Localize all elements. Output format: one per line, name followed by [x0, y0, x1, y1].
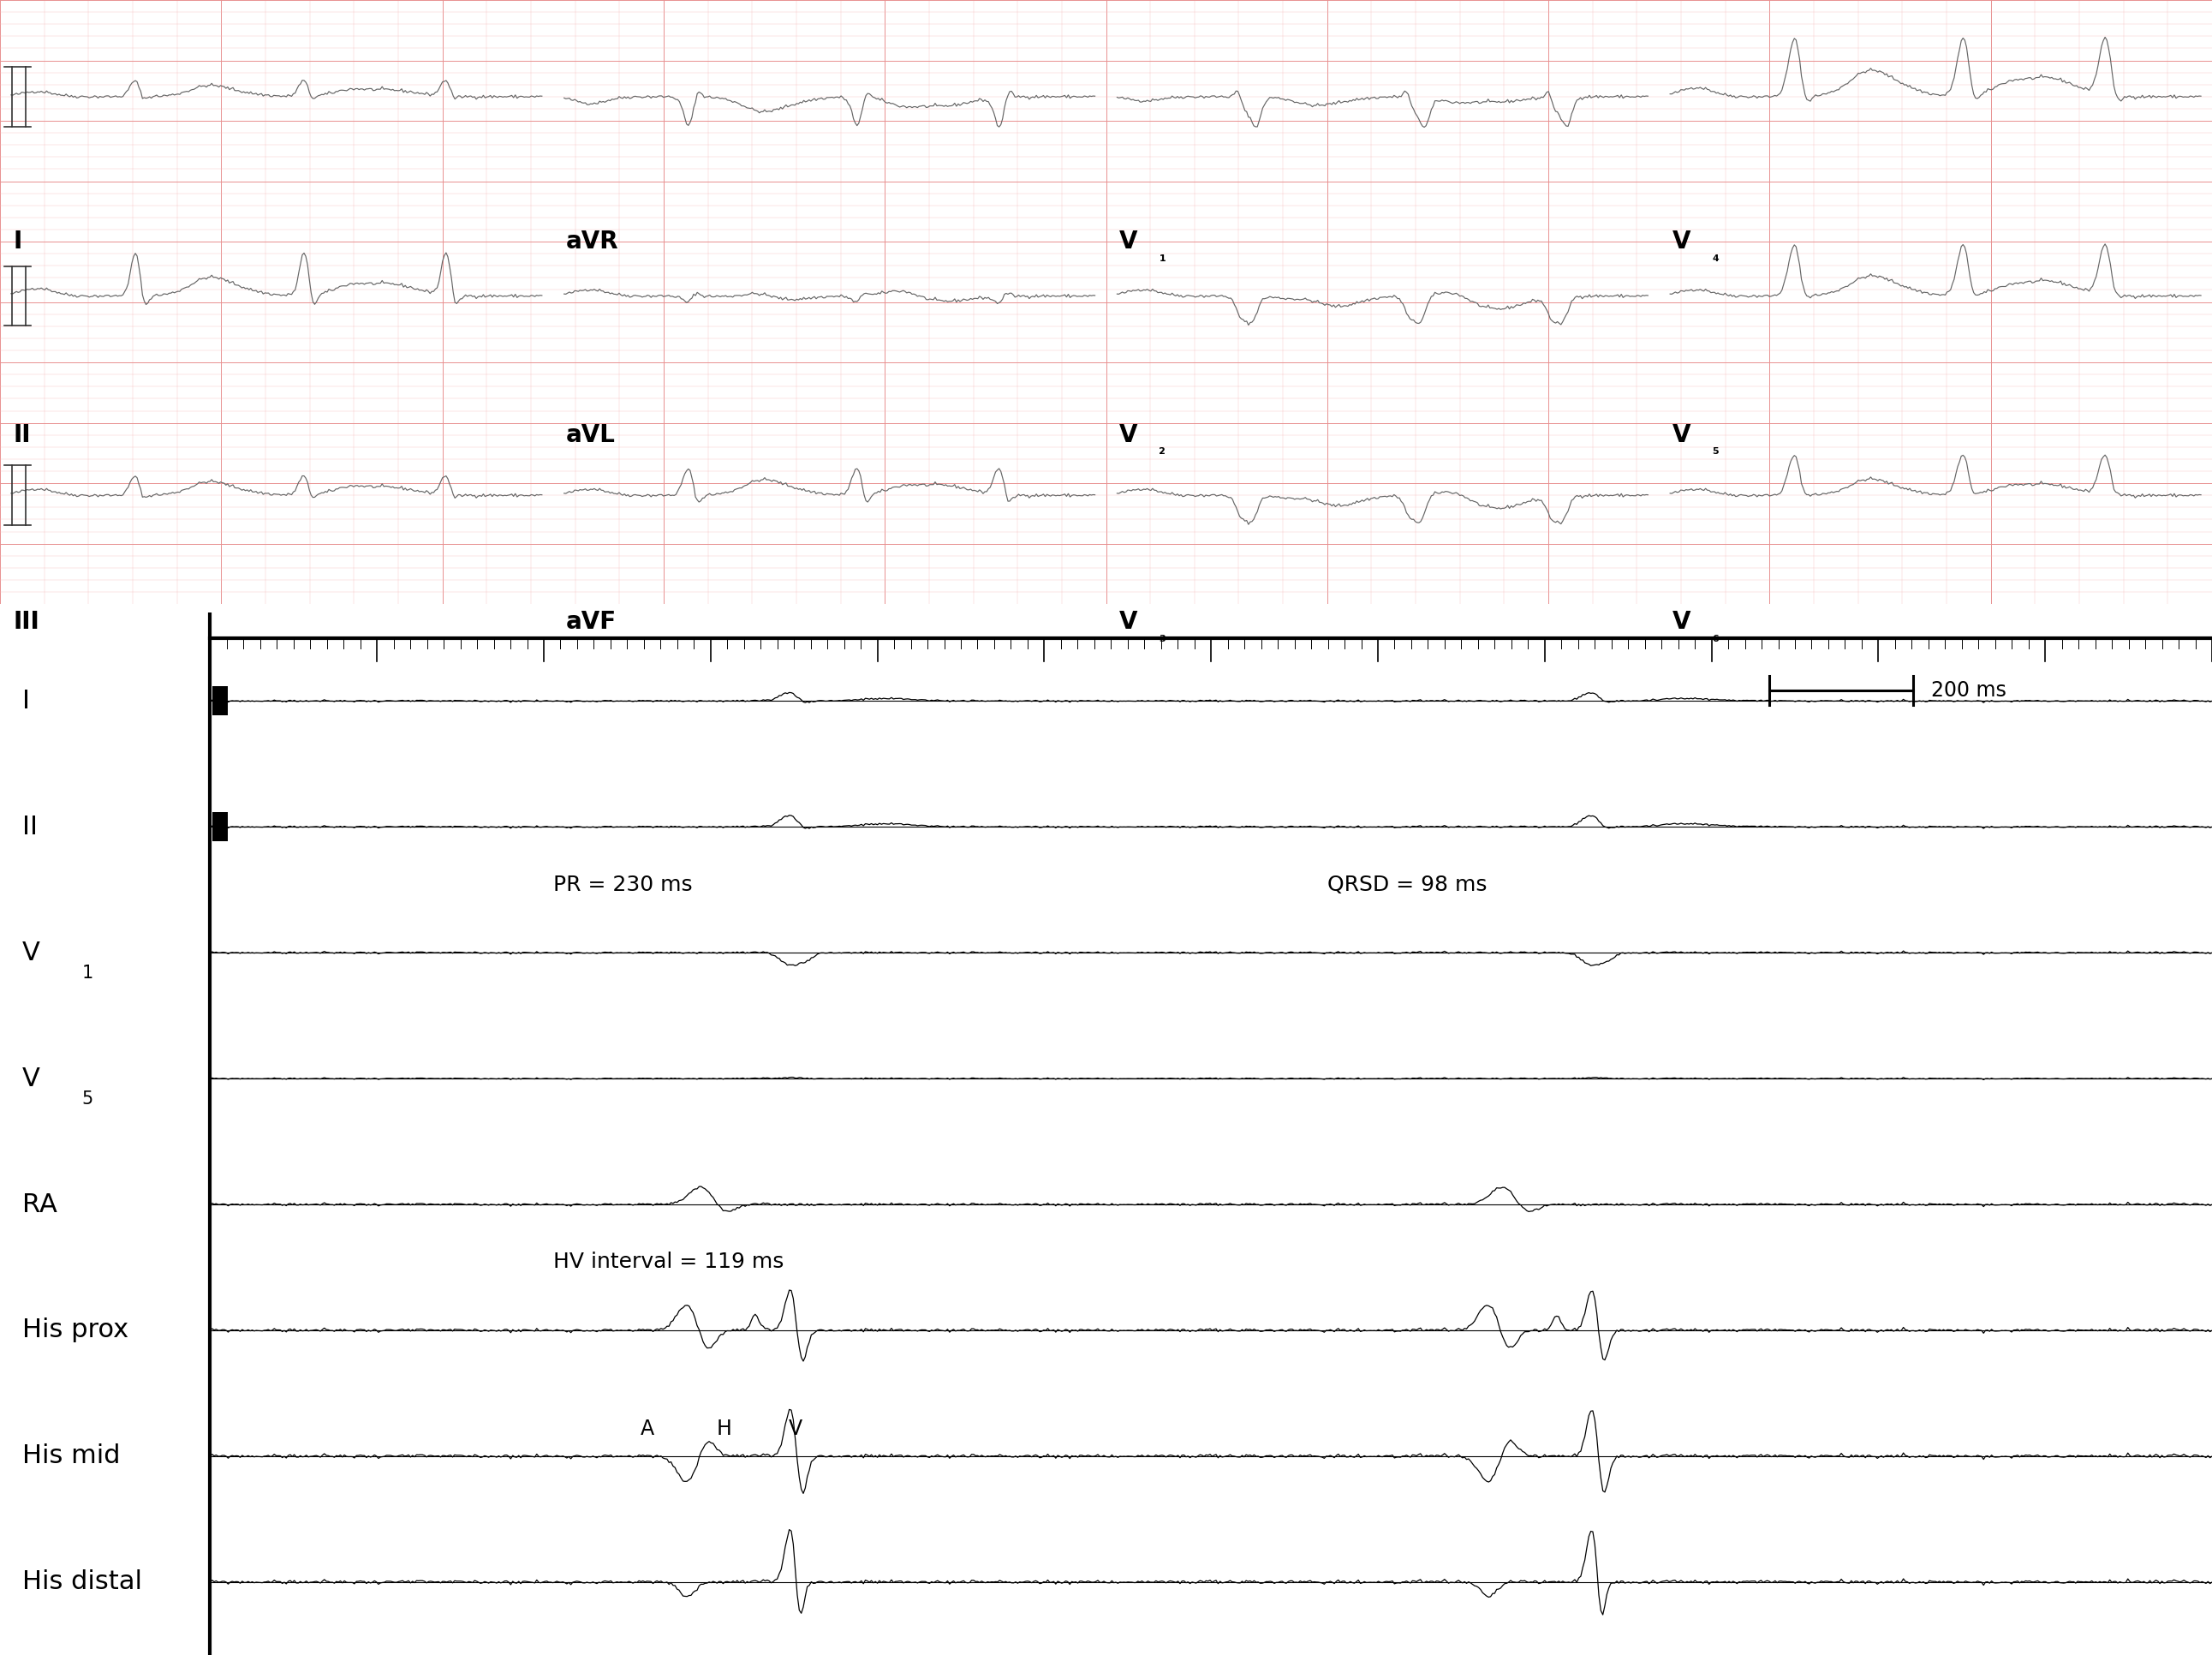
Text: ₅: ₅	[1712, 442, 1719, 457]
Text: H: H	[717, 1418, 732, 1440]
Text: His distal: His distal	[22, 1569, 142, 1594]
Text: V: V	[1119, 230, 1137, 253]
Text: A: A	[639, 1418, 655, 1440]
Text: V: V	[1672, 611, 1690, 634]
Text: II: II	[22, 814, 38, 839]
Text: QRSD = 98 ms: QRSD = 98 ms	[1327, 874, 1486, 895]
Text: 200 ms: 200 ms	[1931, 680, 2006, 700]
Text: 1: 1	[82, 965, 93, 981]
Text: His mid: His mid	[22, 1443, 119, 1468]
Text: V: V	[22, 940, 40, 965]
Text: I: I	[22, 688, 29, 713]
Text: I: I	[13, 230, 22, 253]
Text: ₃: ₃	[1159, 629, 1166, 645]
Text: PR = 230 ms: PR = 230 ms	[553, 874, 692, 895]
Text: ₂: ₂	[1159, 442, 1166, 457]
Text: aVF: aVF	[566, 611, 617, 634]
Text: V: V	[22, 1066, 40, 1091]
Text: V: V	[1672, 422, 1690, 447]
FancyBboxPatch shape	[212, 813, 228, 841]
Text: ₄: ₄	[1712, 248, 1719, 265]
Text: V: V	[1119, 611, 1137, 634]
Text: V: V	[1119, 422, 1137, 447]
Text: HV interval = 119 ms: HV interval = 119 ms	[553, 1251, 783, 1273]
Text: ₆: ₆	[1712, 629, 1719, 645]
FancyBboxPatch shape	[212, 687, 228, 715]
Text: V: V	[1672, 230, 1690, 253]
Text: aVL: aVL	[566, 422, 615, 447]
Text: ₁: ₁	[1159, 248, 1166, 265]
Text: RA: RA	[22, 1192, 58, 1216]
Text: V: V	[787, 1418, 803, 1440]
Text: II: II	[13, 422, 31, 447]
Text: 5: 5	[82, 1091, 93, 1107]
Text: aVR: aVR	[566, 230, 619, 253]
Text: His prox: His prox	[22, 1317, 128, 1342]
Text: III: III	[13, 611, 40, 634]
